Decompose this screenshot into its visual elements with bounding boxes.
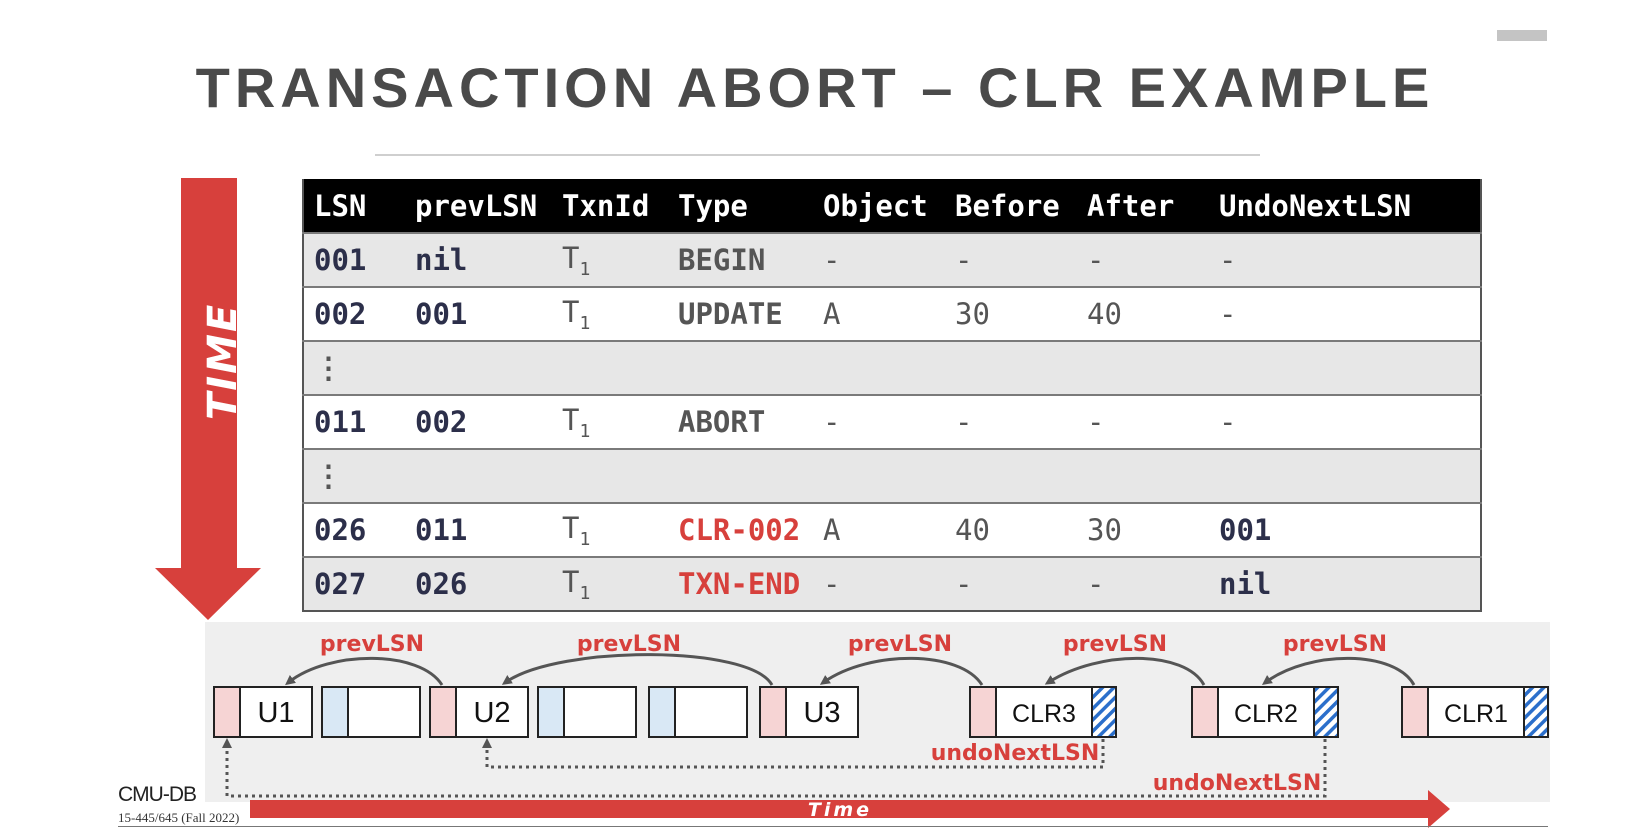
record-label: CLR2: [1234, 700, 1298, 728]
cell-after: 30: [1077, 502, 1209, 558]
undonextlsn-labels: undoNextLSN undoNextLSN: [931, 741, 1322, 796]
table-row: 027 026 T1 TXN-END - - - nil: [303, 556, 1481, 612]
prevlsn-arrow: [1044, 656, 1206, 686]
cell-lsn: 027: [303, 556, 405, 612]
prevlsn-label: prevLSN: [320, 632, 424, 657]
empty-record: [648, 686, 748, 738]
record-label: U1: [257, 697, 294, 729]
empty-record: [537, 686, 637, 738]
record-label: CLR3: [1012, 700, 1076, 728]
log-record-clr3: CLR3: [969, 686, 1117, 738]
cell-after: -: [1077, 556, 1209, 612]
cell-txnid: T1: [552, 286, 668, 342]
log-record-clr2: CLR2: [1191, 686, 1339, 738]
col-prevlsn: prevLSN: [405, 179, 552, 233]
cell-lsn: 011: [303, 394, 405, 450]
cell-prevlsn: 002: [405, 394, 552, 450]
undonextlsn-label: undoNextLSN: [1153, 771, 1322, 796]
cell-undonextlsn: -: [1209, 286, 1481, 342]
slide-title: TRANSACTION ABORT – CLR EXAMPLE: [195, 56, 1435, 119]
cell-before: -: [945, 394, 1077, 450]
cell-before: -: [945, 232, 1077, 288]
prevlsn-arrow: [1261, 656, 1416, 686]
col-after: After: [1077, 179, 1209, 233]
footer-course: 15-445/645 (Fall 2022): [118, 810, 240, 825]
log-record-u3: U3: [759, 686, 859, 738]
cell-type: TXN-END: [668, 556, 813, 612]
cell-undonextlsn: nil: [1209, 556, 1481, 612]
footer-divider: [118, 826, 1548, 827]
cell-lsn: 002: [303, 286, 405, 342]
cell-after: -: [1077, 232, 1209, 288]
cell-txnid: T1: [552, 556, 668, 612]
col-object: Object: [813, 179, 945, 233]
prevlsn-arrow: [501, 653, 774, 686]
cell-after: 40: [1077, 286, 1209, 342]
time-arrow-right-icon: [250, 790, 1450, 828]
prevlsn-label: prevLSN: [577, 632, 681, 657]
cell-prevlsn: nil: [405, 232, 552, 288]
table-row: 011 002 T1 ABORT - - - -: [303, 394, 1481, 450]
prevlsn-labels: prevLSN prevLSN prevLSN prevLSN prevLSN: [320, 632, 1387, 657]
cell-object: -: [813, 232, 945, 288]
cell-after: -: [1077, 394, 1209, 450]
cell-object: -: [813, 394, 945, 450]
cell-lsn: 026: [303, 502, 405, 558]
log-record-u2: U2: [429, 686, 529, 738]
cell-undonextlsn: -: [1209, 232, 1481, 288]
cell-before: 30: [945, 286, 1077, 342]
cell-object: -: [813, 556, 945, 612]
prevlsn-arrow: [819, 656, 984, 686]
cell-txnid: T1: [552, 502, 668, 558]
title-divider: [375, 154, 1260, 156]
undonextlsn-arrow: [222, 738, 1327, 798]
log-record-u1: U1: [213, 686, 313, 738]
cell-type: CLR-002: [668, 502, 813, 558]
footer-logo: CMU-DB: [118, 783, 197, 806]
cell-before: -: [945, 556, 1077, 612]
prevlsn-arrow: [285, 656, 444, 686]
record-label: U3: [803, 697, 840, 729]
cell-type: UPDATE: [668, 286, 813, 342]
ellipsis-cell: ⋮: [303, 448, 1481, 504]
col-before: Before: [945, 179, 1077, 233]
col-type: Type: [668, 179, 813, 233]
cell-object: A: [813, 286, 945, 342]
prevlsn-label: prevLSN: [848, 632, 952, 657]
cell-prevlsn: 026: [405, 556, 552, 612]
table-row: 026 011 T1 CLR-002 A 40 30 001: [303, 502, 1481, 558]
time-arrow-down-icon: [155, 178, 261, 620]
col-txnid: TxnId: [552, 179, 668, 233]
cell-txnid: T1: [552, 394, 668, 450]
col-lsn: LSN: [303, 179, 405, 233]
record-label: U2: [473, 697, 510, 729]
cell-before: 40: [945, 502, 1077, 558]
cell-type: ABORT: [668, 394, 813, 450]
empty-record: [321, 686, 421, 738]
cell-undonextlsn: 001: [1209, 502, 1481, 558]
undonextlsn-arrows: [222, 738, 1327, 798]
log-table: LSN prevLSN TxnId Type Object Before Aft…: [302, 179, 1482, 612]
prevlsn-label: prevLSN: [1283, 632, 1387, 657]
cell-undonextlsn: -: [1209, 394, 1481, 450]
log-record-clr1: CLR1: [1401, 686, 1549, 738]
cell-object: A: [813, 502, 945, 558]
record-label: CLR1: [1444, 700, 1508, 728]
time-horizontal-label: Time: [808, 799, 872, 821]
corner-bar: [1497, 30, 1547, 41]
table-header-row: LSN prevLSN TxnId Type Object Before Aft…: [303, 179, 1481, 233]
cell-type: BEGIN: [668, 232, 813, 288]
undonextlsn-label: undoNextLSN: [931, 741, 1100, 766]
undonextlsn-arrow: [482, 738, 1105, 769]
table-row: 002 001 T1 UPDATE A 30 40 -: [303, 286, 1481, 342]
prevlsn-label: prevLSN: [1063, 632, 1167, 657]
table-row: 001 nil T1 BEGIN - - - -: [303, 232, 1481, 288]
prevlsn-arrows: [285, 653, 1416, 686]
table-gap-row: ⋮: [303, 448, 1481, 504]
cell-txnid: T1: [552, 232, 668, 288]
col-undonextlsn: UndoNextLSN: [1209, 179, 1481, 233]
